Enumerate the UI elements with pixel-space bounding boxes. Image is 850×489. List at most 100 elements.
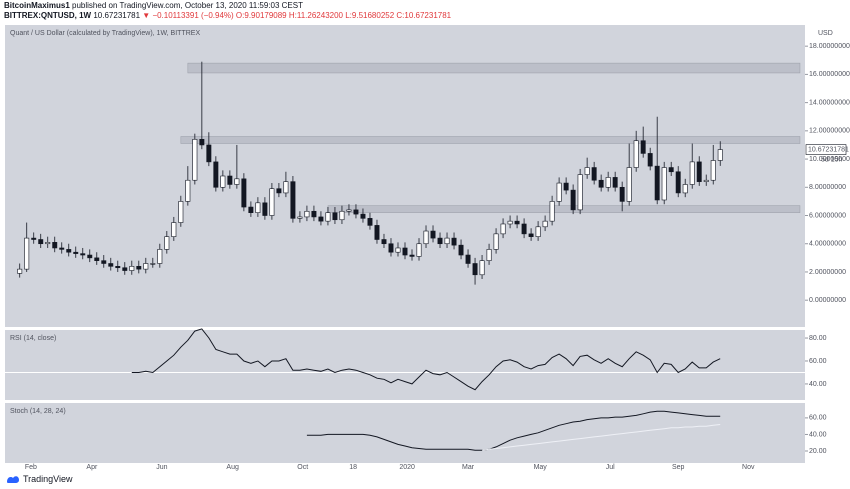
footer: TradingView xyxy=(6,474,73,484)
x-tick-label: Aug xyxy=(226,464,239,471)
x-tick-label: Mar xyxy=(462,464,475,471)
line xyxy=(131,328,721,391)
candle-body xyxy=(381,239,387,245)
published: published on TradingView.com, October 13… xyxy=(72,1,303,10)
line xyxy=(306,410,721,451)
candle-body xyxy=(598,179,604,188)
candle-body xyxy=(556,182,562,202)
candle-body xyxy=(612,177,618,188)
candle-body xyxy=(353,209,359,215)
candle-body xyxy=(528,233,534,237)
candle-body xyxy=(633,140,639,168)
candle-body xyxy=(283,181,289,194)
countdown: 5d 15h xyxy=(821,156,843,163)
ohlc: C:10.67231781 xyxy=(396,11,452,20)
price-tag xyxy=(805,144,847,155)
y-tick-label: 0.00000000 xyxy=(809,297,846,304)
candle-body xyxy=(675,171,681,194)
y-tick-label: 18.00000000 xyxy=(809,43,850,50)
candle-body xyxy=(290,181,296,219)
candle-body xyxy=(696,161,702,182)
ohlc: O:9.90179089 xyxy=(235,11,287,20)
candle-body xyxy=(185,179,191,202)
candle-body xyxy=(171,222,177,237)
candle-body xyxy=(304,210,310,218)
y-tick-label: 40.00 xyxy=(809,381,827,388)
x-tick-label: Oct xyxy=(297,464,308,471)
candle-body xyxy=(178,201,184,223)
candle-body xyxy=(570,189,576,211)
candle-body xyxy=(150,263,156,265)
logo: TradingView xyxy=(23,474,73,484)
x-tick-label: Apr xyxy=(86,464,98,471)
candle-body xyxy=(465,254,471,264)
candle-body xyxy=(157,249,163,264)
zone xyxy=(327,205,801,213)
x-tick-label: 18 xyxy=(349,464,357,471)
candle-body xyxy=(220,175,226,188)
y-tick-label: 8.00000000 xyxy=(809,184,846,191)
candle-body xyxy=(507,220,513,225)
x-tick-label: Nov xyxy=(742,464,755,471)
candle-body xyxy=(374,225,380,240)
candle-body xyxy=(31,237,37,240)
y-tick-label: 10.00000000 xyxy=(809,156,850,163)
candle-body xyxy=(402,247,408,256)
candle-body xyxy=(535,226,541,237)
y-tick-label: 20.00 xyxy=(809,448,827,455)
candle-body xyxy=(311,210,317,218)
candle-body xyxy=(255,202,261,213)
candle-body xyxy=(451,237,457,246)
candle-body xyxy=(297,216,303,219)
rsi-pane xyxy=(5,330,805,400)
candle-body xyxy=(143,263,149,270)
candle-body xyxy=(45,242,51,245)
candle-body xyxy=(115,266,121,269)
candle-body xyxy=(486,249,492,261)
candle-body xyxy=(129,266,135,271)
price-axis xyxy=(805,25,845,463)
price-tag-label: 10.67231781 xyxy=(808,146,849,153)
change: ▼ −0.10113391 (−0.94%) xyxy=(142,11,234,20)
y-tick-label: 6.00000000 xyxy=(809,212,846,219)
candle-body xyxy=(192,139,198,181)
y-tick-label: 40.00 xyxy=(809,431,827,438)
pane-title: RSI (14, close) xyxy=(10,335,56,342)
zone xyxy=(180,136,801,144)
candle-body xyxy=(80,253,86,256)
x-tick-label: 2020 xyxy=(399,464,415,471)
candle-body xyxy=(710,160,716,181)
x-tick-label: May xyxy=(534,464,548,471)
candle-body xyxy=(101,260,107,264)
candle-body xyxy=(514,220,520,225)
candle-body xyxy=(269,188,275,216)
y-tick-label: 4.00000000 xyxy=(809,241,846,248)
candle-body xyxy=(395,247,401,253)
y-tick-label: 12.00000000 xyxy=(809,128,850,135)
candle-body xyxy=(24,237,30,270)
y-tick-label: 16.00000000 xyxy=(809,71,850,78)
zone xyxy=(187,62,801,74)
last: 10.67231781 xyxy=(93,11,141,20)
candle-body xyxy=(409,254,415,257)
candle-body xyxy=(458,244,464,256)
candle-body xyxy=(94,257,100,261)
candle-body xyxy=(605,177,611,188)
candle-body xyxy=(38,239,44,245)
pane-title: Stoch (14, 28, 24) xyxy=(10,408,66,415)
candle-body xyxy=(73,251,79,254)
candle-body xyxy=(325,212,331,222)
price-pane xyxy=(5,25,805,327)
candle-body xyxy=(668,167,674,173)
candle-body xyxy=(626,167,632,202)
ohlc: L:9.51680252 xyxy=(345,11,395,20)
candle-body xyxy=(661,167,667,201)
candle-body xyxy=(241,178,247,208)
x-tick-label: Sep xyxy=(672,464,685,471)
candle-body xyxy=(227,175,233,185)
candle-body xyxy=(542,220,548,228)
candle-body xyxy=(493,233,499,250)
candle-body xyxy=(17,268,23,274)
